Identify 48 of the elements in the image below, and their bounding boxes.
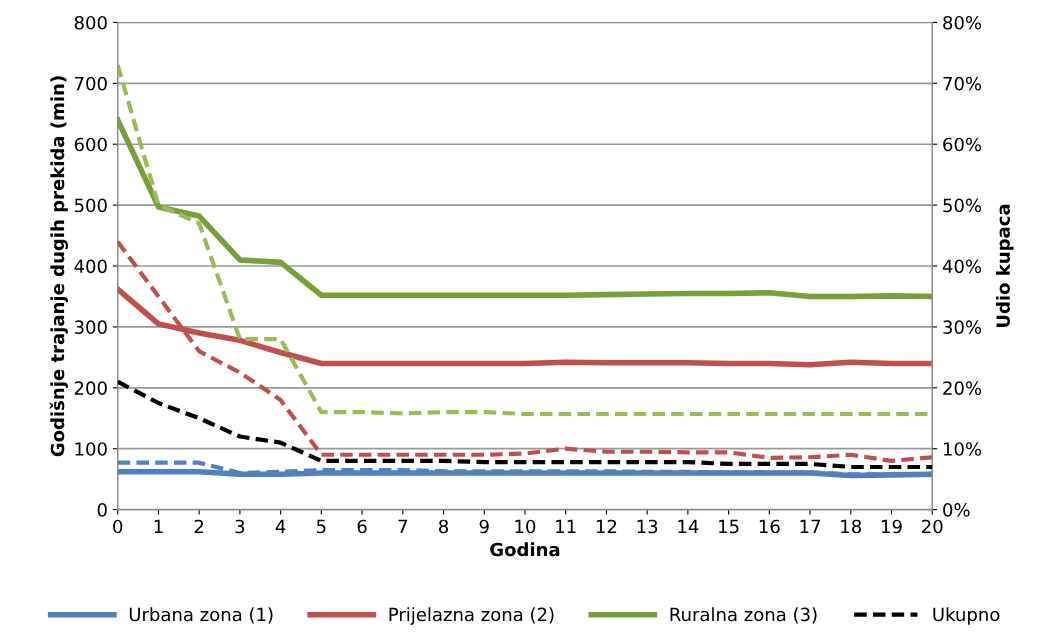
x-axis-title: Godina	[490, 542, 560, 557]
legend-label: Ukupno	[933, 607, 1000, 625]
legend-label: Ruralna zona (3)	[670, 607, 817, 624]
y2-tick-label: 60%	[943, 137, 982, 152]
y-tick-label: 600	[74, 137, 107, 152]
y-tick-label: 100	[75, 442, 107, 456]
x-tick-label: 5	[316, 519, 326, 534]
x-tick-label: 15	[719, 519, 739, 534]
y-tick-label: 0	[97, 503, 107, 517]
x-tick-label: 3	[235, 519, 245, 534]
x-tick-label: 9	[479, 519, 489, 534]
line-series	[117, 379, 933, 470]
legend-label: Urbana zona (1)	[129, 607, 273, 624]
y-tick-label: 200	[74, 381, 107, 395]
y-tick-label: 700	[75, 76, 107, 91]
y2-axis-title: Udio kupaca	[995, 204, 1014, 328]
legend-label: Prijelazna zona (2)	[389, 607, 554, 625]
x-tick-label: 1	[154, 519, 163, 534]
x-tick-label: 11	[556, 519, 576, 534]
x-tick-label: 6	[357, 519, 367, 534]
x-tick-label: 12	[596, 519, 617, 534]
y2-tick-label: 70%	[943, 76, 982, 91]
line-series	[117, 239, 933, 463]
y-tick-label: 400	[74, 259, 107, 274]
y2-tick-label: 30%	[943, 320, 982, 335]
x-tick-label: 2	[194, 519, 204, 534]
x-tick-label: 7	[398, 519, 407, 534]
y-tick-label: 500	[74, 198, 107, 213]
y-tick-label: 800	[74, 15, 107, 30]
x-tick-label: 13	[637, 519, 658, 534]
y2-tick-label: 80%	[943, 15, 982, 30]
x-tick-label: 0	[113, 519, 123, 534]
y-axis-title: Godišnje trajanje dugih prekida (min)	[49, 76, 68, 457]
y2-tick-label: 20%	[943, 381, 982, 395]
x-tick-label: 4	[275, 519, 286, 534]
x-tick-label: 18	[841, 519, 862, 534]
x-tick-label: 10	[515, 519, 536, 534]
x-tick-label: 16	[759, 519, 780, 534]
y2-tick-label: 0%	[943, 503, 970, 517]
y-tick-label: 300	[74, 320, 107, 335]
x-tick-label: 17	[800, 519, 820, 534]
x-tick-label: 19	[882, 519, 902, 534]
y2-tick-label: 10%	[943, 442, 982, 456]
x-tick-label: 14	[678, 519, 699, 534]
y2-tick-label: 50%	[943, 198, 982, 213]
y2-tick-label: 40%	[942, 259, 982, 274]
x-tick-label: 20	[922, 519, 943, 534]
x-tick-label: 8	[439, 519, 449, 534]
